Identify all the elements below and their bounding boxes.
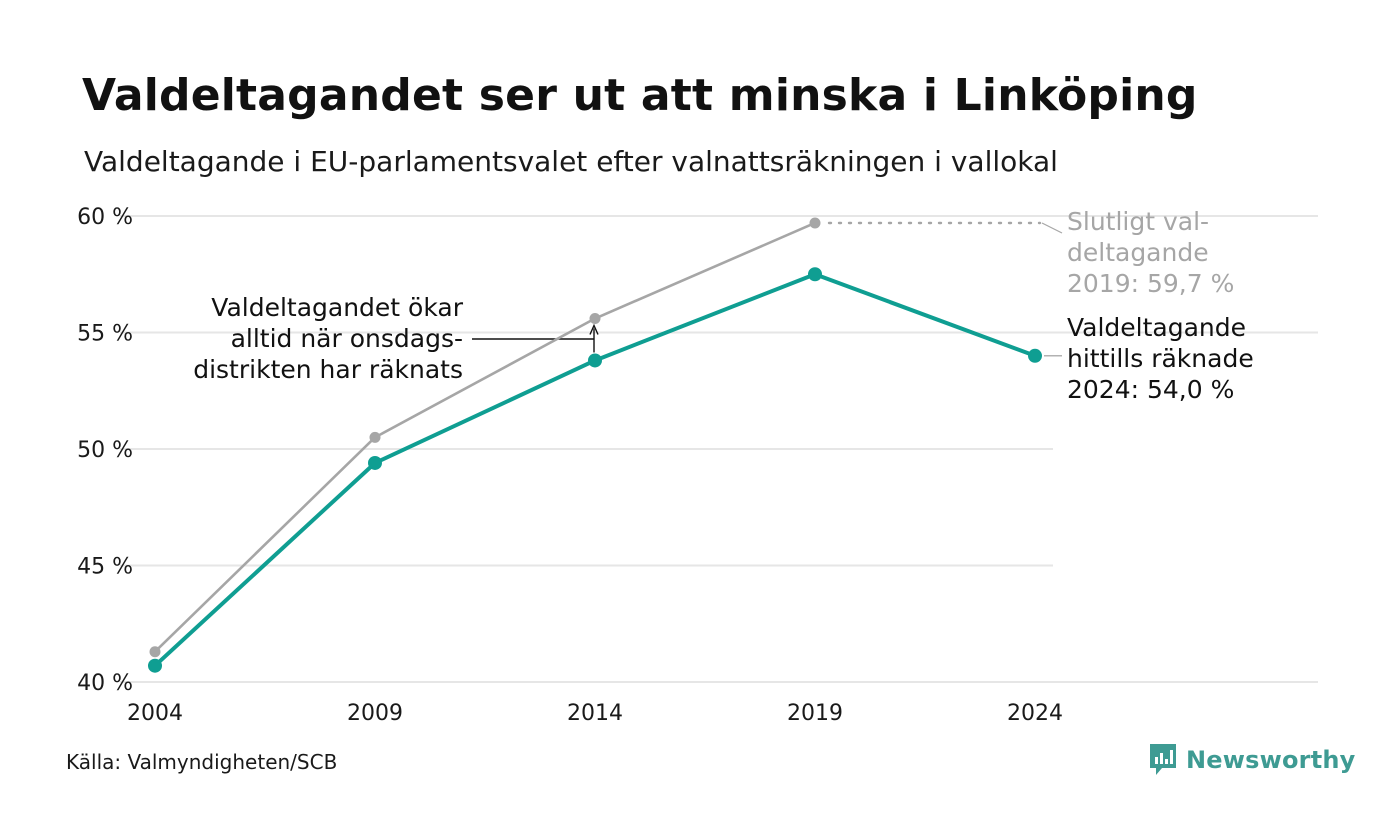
y-tick-label: 45 % xyxy=(77,555,133,580)
annotation-wednesday-districts: Valdeltagandet ökar alltid när onsdags-di… xyxy=(193,293,463,384)
x-tick-label: 2009 xyxy=(347,701,403,726)
y-tick-label: 40 % xyxy=(77,671,133,696)
series-final-point-2014 xyxy=(589,313,601,325)
final-2019-leader-tick xyxy=(1041,222,1063,234)
x-tick-label: 2019 xyxy=(787,701,843,726)
series-final-line xyxy=(154,221,816,653)
brand-name: Newsworthy xyxy=(1186,746,1356,774)
series-final xyxy=(149,217,821,658)
chart-title: Valdeltagandet ser ut att minska i Linkö… xyxy=(82,70,1198,121)
series-final-point-2009 xyxy=(369,431,381,443)
x-tick-label: 2014 xyxy=(567,701,623,726)
series-counted-point-2024 xyxy=(1028,348,1042,363)
x-axis: 2004 2009 2014 2019 2024 xyxy=(127,701,1063,726)
series-counted-point-2009 xyxy=(368,455,382,470)
source-note: Källa: Valmyndigheten/SCB xyxy=(66,750,338,774)
y-tick-label: 50 % xyxy=(77,438,133,463)
series-final-point-2004 xyxy=(149,646,161,658)
brand-logo: Newsworthy xyxy=(1148,742,1356,778)
y-tick-label: 60 % xyxy=(77,205,133,230)
annotation-final-2019: Slutligt val-deltagande 2019: 59,7 % xyxy=(1067,207,1234,298)
series-counted-point-2014 xyxy=(588,353,602,368)
newsworthy-icon xyxy=(1150,744,1176,775)
series-counted-point-2004 xyxy=(148,658,162,673)
y-tick-label: 55 % xyxy=(77,322,133,347)
chart-subtitle: Valdeltagande i EU-parlamentsvalet efter… xyxy=(84,145,1058,178)
wednesday-arrow-head xyxy=(589,323,599,335)
series-counted xyxy=(148,267,1042,673)
annotation-counted-2024: Valdeltagande hittills räknade 2024: 54,0 … xyxy=(1067,313,1254,404)
annotation-connectors xyxy=(472,221,1063,357)
x-tick-label: 2024 xyxy=(1007,701,1063,726)
annotations: Slutligt val-deltagande 2019: 59,7 % Valde… xyxy=(193,207,1253,404)
series-counted-point-2019 xyxy=(808,267,822,282)
gridlines xyxy=(120,215,1318,683)
series-final-point-2019 xyxy=(809,217,821,229)
x-tick-label: 2004 xyxy=(127,701,183,726)
y-axis: 40 % 45 % 50 % 55 % 60 % xyxy=(77,205,133,696)
